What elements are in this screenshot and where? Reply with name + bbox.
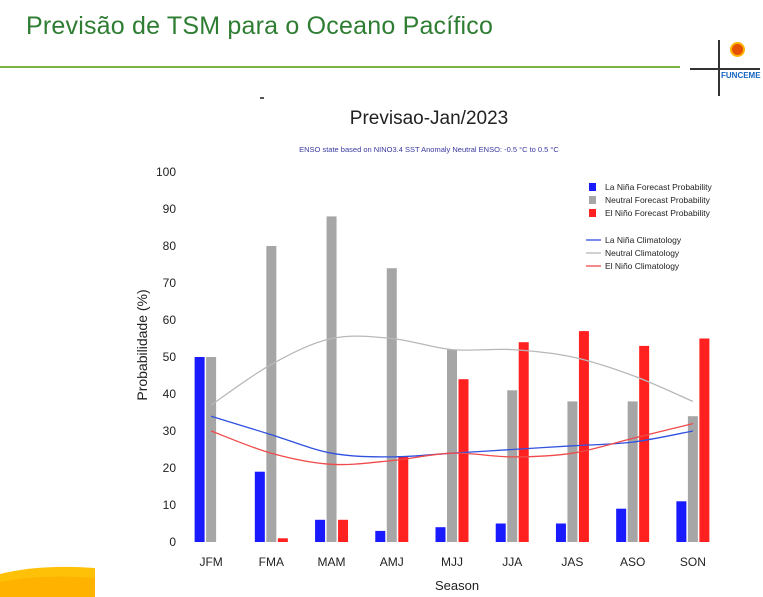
line-neutral-climatology — [210, 335, 694, 406]
y-tick-label: 40 — [163, 387, 177, 401]
bar-el-ni-o-forecast-probability-aso — [639, 345, 650, 542]
y-tick-label: 70 — [163, 276, 177, 290]
bar-la-ni-a-forecast-probability-jja — [495, 523, 506, 542]
legend-label: La Niña Forecast Probability — [605, 182, 713, 192]
x-tick-label: JFM — [199, 555, 222, 569]
legend-label: Neutral Climatology — [605, 248, 680, 258]
slide-title: Previsão de TSM para o Oceano Pacífico — [26, 12, 494, 40]
y-tick-label: 100 — [156, 165, 176, 179]
y-tick-label: 90 — [163, 202, 177, 216]
bar-la-ni-a-forecast-probability-son — [676, 501, 687, 542]
bar-neutral-forecast-probability-mjj — [447, 349, 457, 542]
bar-la-ni-a-forecast-probability-mam — [315, 519, 326, 542]
legend-swatch — [589, 183, 596, 191]
bar-el-ni-o-forecast-probability-fma — [277, 538, 288, 542]
bar-el-ni-o-forecast-probability-son — [699, 338, 710, 542]
decorative-swoosh — [0, 566, 95, 597]
stray-mark — [260, 97, 264, 99]
bar-la-ni-a-forecast-probability-fma — [254, 471, 265, 542]
bar-el-ni-o-forecast-probability-amj — [398, 456, 409, 542]
bar-neutral-forecast-probability-jja — [507, 390, 518, 542]
chart-title: Previsao-Jan/2023 — [350, 108, 508, 129]
line-el-ni-o-climatology — [210, 422, 694, 466]
x-tick-label: SON — [680, 555, 706, 569]
logo-text: FUNCEME — [721, 71, 761, 80]
bar-la-ni-a-forecast-probability-mjj — [435, 527, 446, 542]
y-tick-label: 10 — [163, 498, 177, 512]
bar-el-ni-o-forecast-probability-jas — [578, 331, 589, 542]
bar-neutral-forecast-probability-aso — [627, 401, 638, 542]
bar-neutral-forecast-probability-jfm — [206, 357, 217, 542]
y-tick-label: 80 — [163, 239, 177, 253]
y-tick-label: 60 — [163, 313, 177, 327]
x-axis-label: Season — [435, 578, 479, 593]
swoosh-shade — [0, 576, 95, 597]
x-axis-ticks: JFM FMA MAM AMJ MJJ JJA JAS ASO SON — [199, 555, 705, 569]
y-tick-label: 0 — [169, 535, 176, 549]
legend-label: La Niña Climatology — [605, 235, 682, 245]
chart-legend: La Niña Forecast Probability Neutral Fore… — [586, 182, 713, 271]
bar-la-ni-a-forecast-probability-jfm — [194, 357, 205, 542]
logo-cross-horizontal — [690, 68, 760, 70]
bar-neutral-forecast-probability-son — [687, 416, 698, 542]
legend-swatch — [589, 209, 596, 217]
bar-el-ni-o-forecast-probability-jja — [518, 342, 529, 542]
title-divider — [0, 66, 680, 68]
bar-neutral-forecast-probability-mam — [326, 216, 337, 542]
x-tick-label: JAS — [561, 555, 583, 569]
x-tick-label: AMJ — [380, 555, 404, 569]
bar-el-ni-o-forecast-probability-mam — [338, 519, 349, 542]
bar-series — [194, 216, 710, 542]
legend-swatch — [589, 196, 596, 204]
bar-la-ni-a-forecast-probability-aso — [616, 508, 627, 542]
bar-el-ni-o-forecast-probability-mjj — [458, 379, 469, 542]
y-tick-label: 30 — [163, 424, 177, 438]
y-axis-ticks: 0 10 20 30 40 50 60 70 80 90 100 — [156, 165, 176, 549]
x-tick-label: MJJ — [441, 555, 463, 569]
funceme-logo: FUNCEME — [690, 40, 761, 96]
y-tick-label: 20 — [163, 461, 177, 475]
legend-label: El Niño Forecast Probability — [605, 208, 711, 218]
bar-neutral-forecast-probability-fma — [266, 246, 277, 542]
x-tick-label: ASO — [620, 555, 645, 569]
logo-sun-icon — [732, 44, 743, 55]
line-series — [210, 335, 694, 466]
y-axis-label: Probabilidade (%) — [134, 289, 150, 400]
x-tick-label: MAM — [318, 555, 346, 569]
legend-label: Neutral Forecast Probability — [605, 195, 711, 205]
bar-la-ni-a-forecast-probability-amj — [375, 530, 386, 542]
bar-neutral-forecast-probability-jas — [567, 401, 578, 542]
chart-subtitle: ENSO state based on NINO3.4 SST Anomaly … — [299, 145, 559, 154]
legend-label: El Niño Climatology — [605, 261, 680, 271]
x-tick-label: JJA — [502, 555, 522, 569]
x-tick-label: FMA — [259, 555, 284, 569]
bar-la-ni-a-forecast-probability-jas — [555, 523, 566, 542]
y-tick-label: 50 — [163, 350, 177, 364]
bar-neutral-forecast-probability-amj — [386, 268, 397, 542]
